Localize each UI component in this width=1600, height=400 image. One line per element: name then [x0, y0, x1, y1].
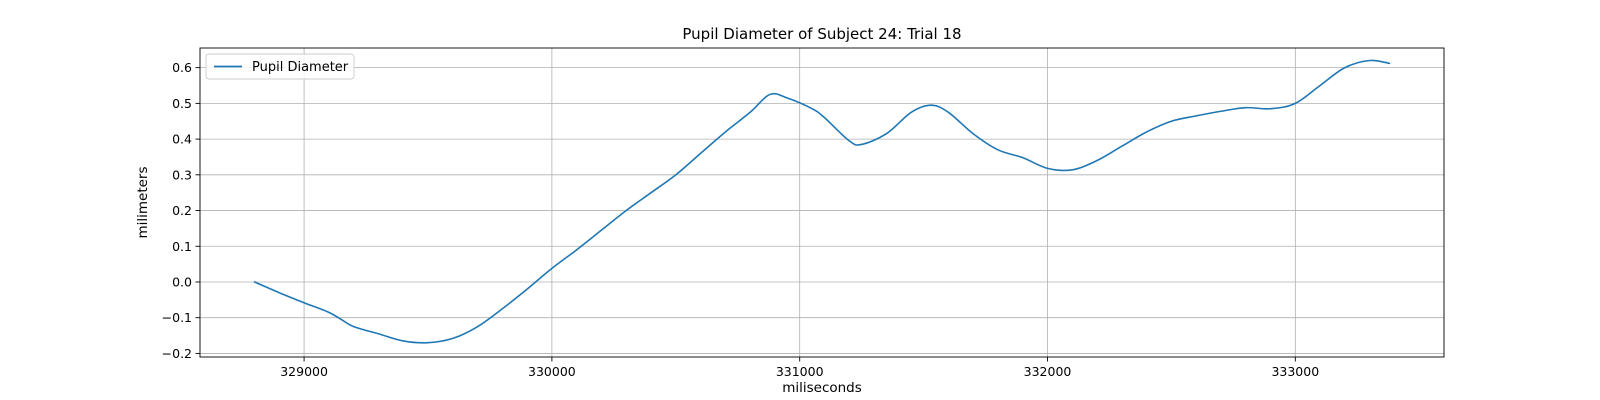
series-line-pupil-diameter: [253, 59, 1391, 344]
x-tick-label: 332000: [1024, 364, 1072, 379]
y-tick-label: 0.4: [172, 132, 192, 147]
x-axis-ticks: 329000 330000 331000 332000 333000: [280, 357, 1319, 379]
y-tick-label: 0.5: [172, 96, 192, 111]
y-tick-label: −0.1: [162, 310, 192, 325]
y-tick-label: 0.6: [172, 60, 192, 75]
legend: Pupil Diameter: [205, 53, 355, 80]
y-axis-ticks: −0.2 −0.1 0.0 0.1 0.2 0.3 0.4 0.5 0.6: [162, 60, 200, 361]
plot-lines: [253, 59, 1391, 344]
y-tick-label: −0.2: [162, 346, 192, 361]
plot-frame: [199, 47, 1445, 358]
legend-box: [205, 53, 355, 80]
x-tick-label: 330000: [528, 364, 576, 379]
x-axis-label: miliseconds: [782, 380, 862, 396]
y-axis-label: milimeters: [135, 166, 151, 238]
y-tick-label: 0.0: [172, 274, 192, 289]
x-tick-label: 333000: [1271, 364, 1319, 379]
y-tick-label: 0.3: [172, 167, 192, 182]
x-tick-label: 329000: [280, 364, 328, 379]
grid: [200, 48, 1444, 357]
x-tick-label: 331000: [776, 364, 824, 379]
y-tick-label: 0.1: [172, 239, 192, 254]
chart-title: Pupil Diameter of Subject 24: Trial 18: [682, 25, 961, 43]
y-tick-label: 0.2: [172, 203, 192, 218]
legend-entry-label: Pupil Diameter: [252, 60, 349, 75]
